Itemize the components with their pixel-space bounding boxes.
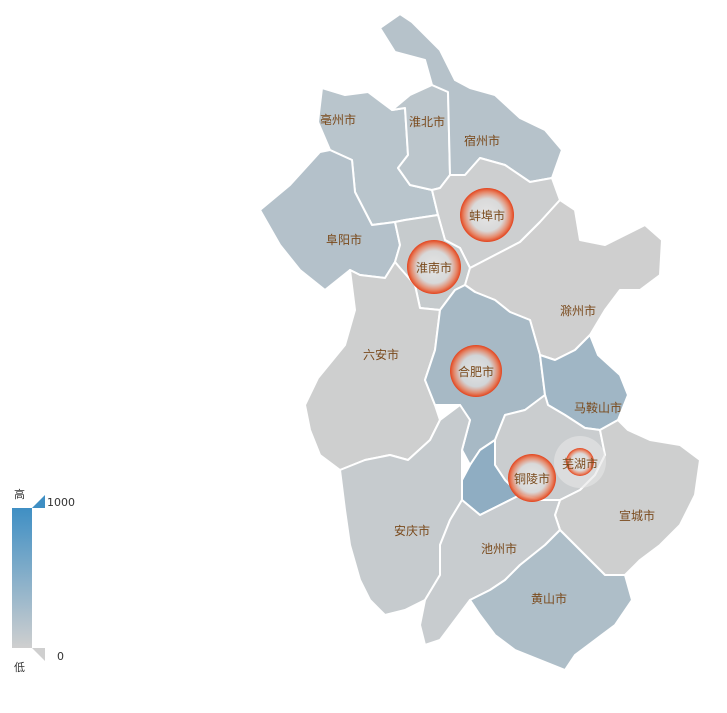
label-wuhu[interactable]: 芜湖市 bbox=[562, 456, 598, 471]
label-chizhou[interactable]: 池州市 bbox=[481, 541, 517, 556]
region-huangshan[interactable] bbox=[469, 529, 633, 671]
legend-min-label: 0 bbox=[57, 650, 64, 663]
label-fuyang[interactable]: 阜阳市 bbox=[326, 232, 362, 247]
label-bozhou[interactable]: 亳州市 bbox=[320, 112, 356, 127]
bubble-hefei[interactable] bbox=[450, 345, 502, 397]
label-chuzhou[interactable]: 滁州市 bbox=[560, 303, 596, 318]
bubble-huainan[interactable] bbox=[407, 240, 461, 294]
label-hefei[interactable]: 合肥市 bbox=[458, 364, 494, 379]
label-suzhou[interactable]: 宿州市 bbox=[464, 133, 500, 148]
label-tongling[interactable]: 铜陵市 bbox=[514, 471, 550, 486]
legend-gradient-bar bbox=[12, 508, 32, 648]
legend-high-handle[interactable] bbox=[32, 495, 45, 508]
legend-max-label: 1000 bbox=[47, 496, 75, 509]
label-xuancheng[interactable]: 宣城市 bbox=[619, 508, 655, 523]
label-anqing[interactable]: 安庆市 bbox=[394, 523, 430, 538]
label-luan[interactable]: 六安市 bbox=[363, 347, 399, 362]
label-bengbu[interactable]: 蚌埠市 bbox=[469, 208, 505, 223]
legend-low-handle[interactable] bbox=[32, 648, 45, 661]
legend-low-label: 低 bbox=[14, 661, 25, 674]
label-maanshan[interactable]: 马鞍山市 bbox=[574, 400, 622, 415]
bubble-wuhu[interactable] bbox=[566, 448, 594, 476]
bubble-bengbu[interactable] bbox=[460, 188, 514, 242]
label-huaibei[interactable]: 淮北市 bbox=[409, 114, 445, 129]
bubble-tongling[interactable] bbox=[508, 454, 556, 502]
visual-map-legend: 高 1000 0 低 bbox=[12, 487, 75, 674]
label-huainan[interactable]: 淮南市 bbox=[416, 260, 452, 275]
label-huangshan[interactable]: 黄山市 bbox=[531, 591, 567, 606]
legend-high-label: 高 bbox=[14, 487, 25, 501]
